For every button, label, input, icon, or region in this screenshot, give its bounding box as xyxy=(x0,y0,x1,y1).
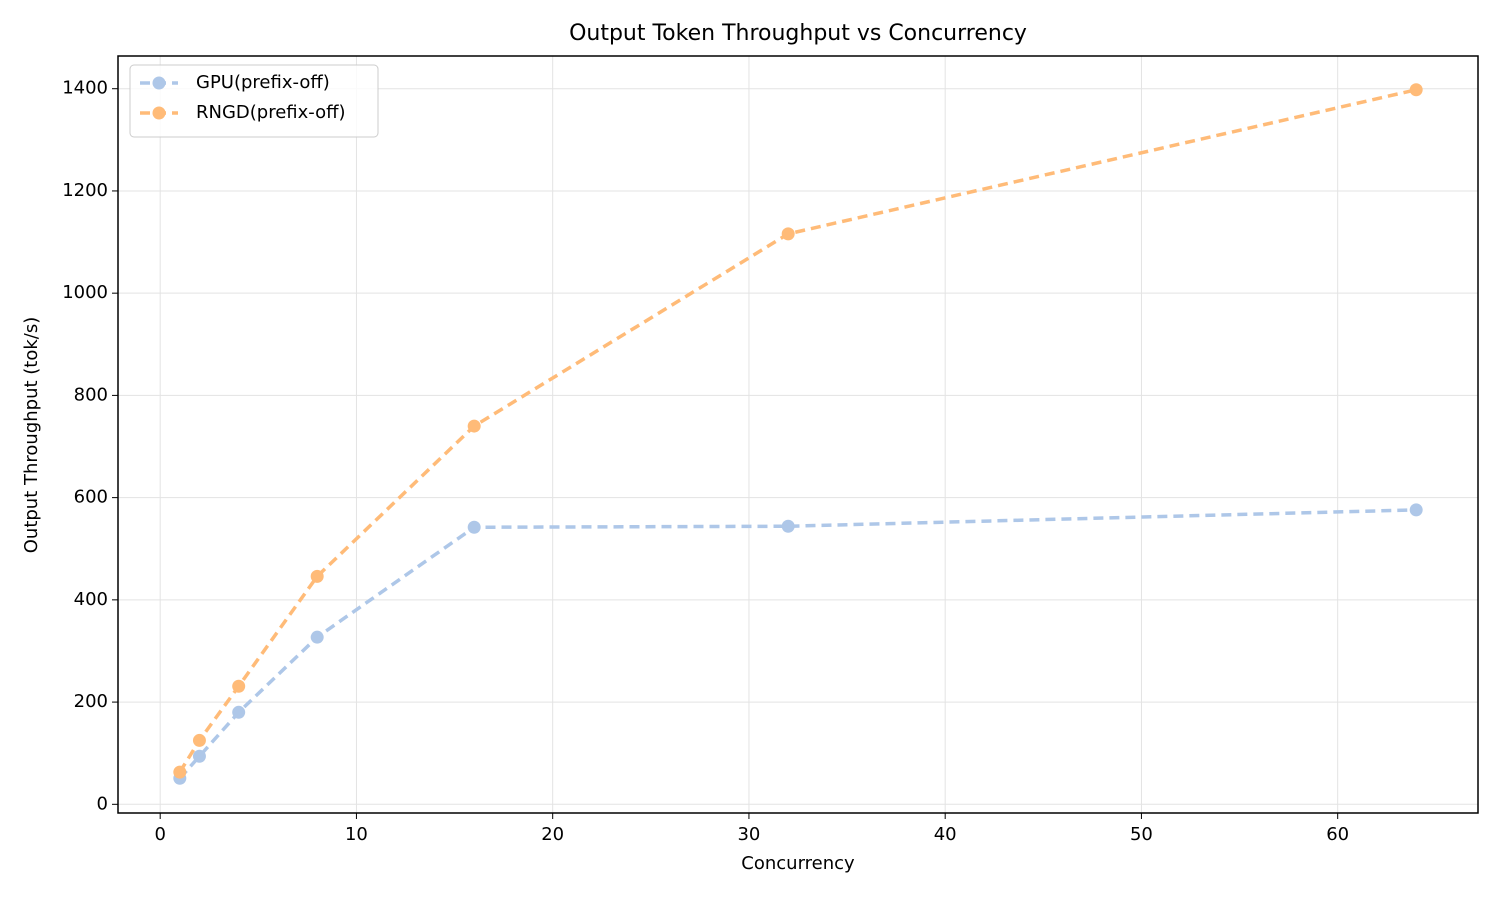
data-point xyxy=(232,705,246,719)
data-point xyxy=(1409,83,1423,97)
y-tick-label: 600 xyxy=(74,487,108,508)
x-axis-label: Concurrency xyxy=(741,853,855,874)
data-point xyxy=(467,419,481,433)
data-point xyxy=(781,519,795,533)
legend-label: GPU(prefix-off) xyxy=(196,72,330,93)
x-tick-label: 30 xyxy=(737,824,760,845)
legend-box xyxy=(129,64,379,138)
data-point xyxy=(310,569,324,583)
data-point xyxy=(467,520,481,534)
y-tick-label: 1000 xyxy=(62,282,108,303)
x-tick-label: 60 xyxy=(1326,824,1349,845)
legend-marker xyxy=(152,76,166,90)
data-point xyxy=(192,733,206,747)
legend-marker xyxy=(152,106,166,120)
data-point xyxy=(310,630,324,644)
legend-label: RNGD(prefix-off) xyxy=(196,102,346,123)
y-tick-label: 400 xyxy=(74,589,108,610)
chart-title: Output Token Throughput vs Concurrency xyxy=(569,21,1027,46)
x-tick-label: 20 xyxy=(541,824,564,845)
x-tick-label: 40 xyxy=(934,824,957,845)
data-point xyxy=(781,227,795,241)
x-tick-label: 10 xyxy=(345,824,368,845)
x-tick-label: 0 xyxy=(154,824,165,845)
data-point xyxy=(1409,503,1423,517)
data-point xyxy=(173,765,187,779)
data-point xyxy=(232,679,246,693)
y-tick-label: 200 xyxy=(74,691,108,712)
plot-frame xyxy=(117,55,1479,814)
data-point xyxy=(192,749,206,763)
x-tick-label: 50 xyxy=(1130,824,1153,845)
y-tick-label: 1400 xyxy=(62,78,108,99)
y-axis-label: Output Throughput (tok/s) xyxy=(21,317,42,554)
y-tick-label: 1200 xyxy=(62,180,108,201)
y-tick-label: 800 xyxy=(74,384,108,405)
y-tick-label: 0 xyxy=(97,793,108,814)
